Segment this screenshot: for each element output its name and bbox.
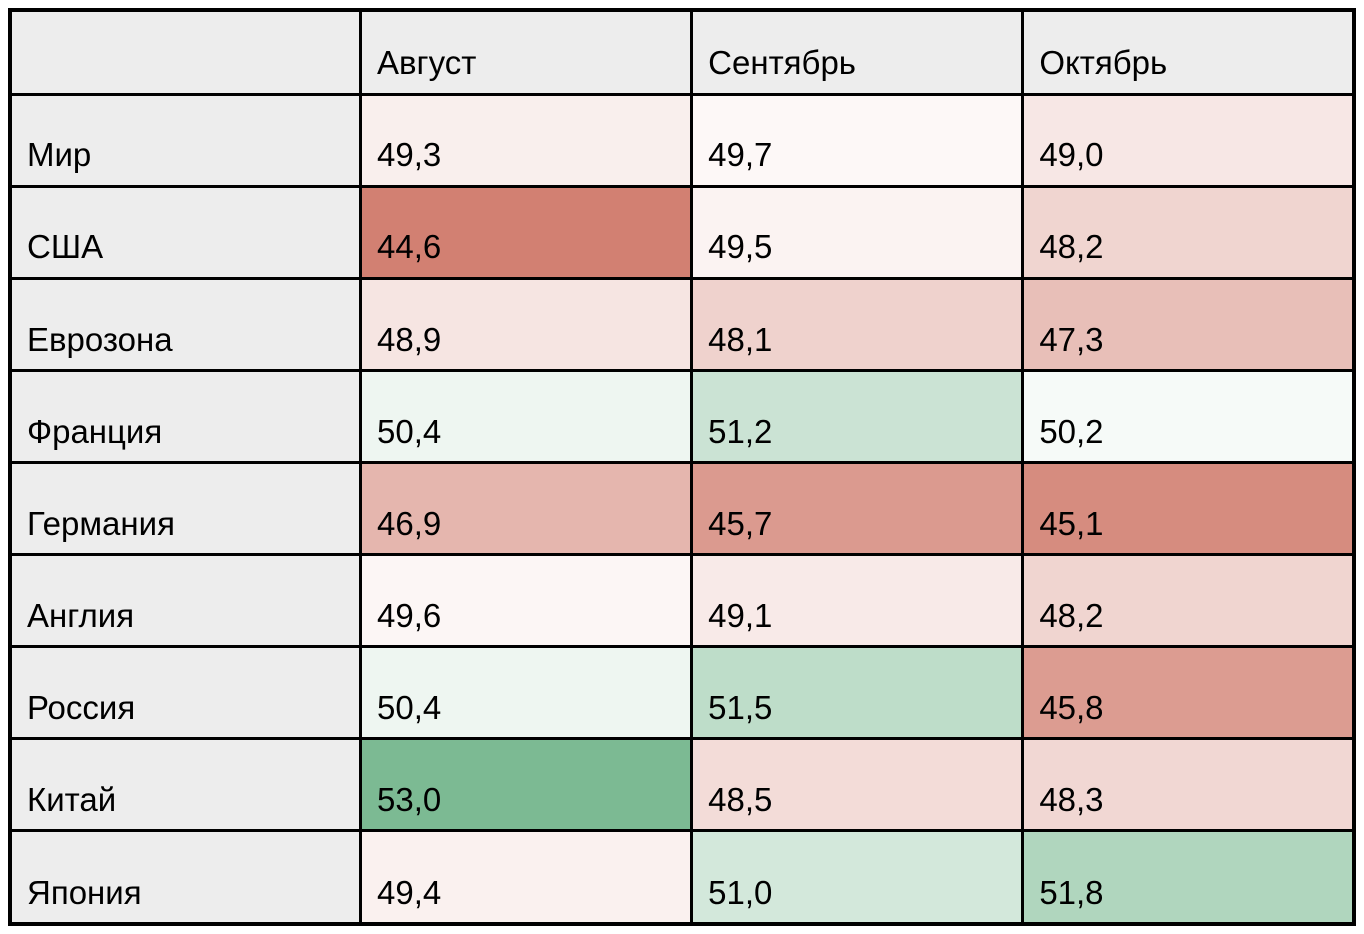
corner-cell [8,8,362,96]
row-label-cell: Россия [8,645,362,741]
row-label-cell: Франция [8,368,362,464]
row-label-cell: Мир [8,92,362,188]
table-row: Англия 49,6 49,1 48,2 [8,553,1356,649]
value-cell: 49,3 [358,92,694,188]
value-cell: 48,2 [1021,184,1356,280]
row-label-cell: Германия [8,460,362,557]
value-cell: 53,0 [358,737,694,833]
value-cell: 51,5 [690,645,1025,741]
value-cell: 50,4 [358,645,694,741]
table-row: Германия 46,9 45,7 45,1 [8,460,1356,557]
value-cell: 49,5 [690,184,1025,280]
table-body: Мир 49,3 49,7 49,0 США 44,6 49,5 48,2 Еврозона 48… [8,92,1356,926]
value-cell: 49,4 [358,829,694,926]
row-label-cell: Англия [8,553,362,649]
value-cell: 51,0 [690,829,1025,926]
table-row: США 44,6 49,5 48,2 [8,184,1356,280]
value-cell: 48,9 [358,276,694,372]
table-row: Франция 50,4 51,2 50,2 [8,368,1356,464]
row-label-cell: США [8,184,362,280]
month-header-cell: Август [358,8,694,96]
month-header-cell: Октябрь [1021,8,1356,96]
value-cell: 49,7 [690,92,1025,188]
row-label-cell: Еврозона [8,276,362,372]
value-cell: 49,0 [1021,92,1356,188]
value-cell: 46,9 [358,460,694,557]
value-cell: 45,1 [1021,460,1356,557]
table-row: Япония 49,4 51,0 51,8 [8,829,1356,926]
header-row: Август Сентябрь Октябрь [8,8,1356,96]
row-label-cell: Япония [8,829,362,926]
value-cell: 48,1 [690,276,1025,372]
month-header-cell: Сентябрь [690,8,1025,96]
table-row: Еврозона 48,9 48,1 47,3 [8,276,1356,372]
value-cell: 48,2 [1021,553,1356,649]
table-row: Россия 50,4 51,5 45,8 [8,645,1356,741]
table-row: Мир 49,3 49,7 49,0 [8,92,1356,188]
value-cell: 49,6 [358,553,694,649]
value-cell: 51,2 [690,368,1025,464]
value-cell: 48,5 [690,737,1025,833]
table-header: Август Сентябрь Октябрь [8,8,1356,96]
value-cell: 50,4 [358,368,694,464]
value-cell: 48,3 [1021,737,1356,833]
value-cell: 45,8 [1021,645,1356,741]
value-cell: 47,3 [1021,276,1356,372]
value-cell: 44,6 [358,184,694,280]
pmi-heatmap-table: Август Сентябрь Октябрь Мир 49,3 49,7 49,0 США… [8,8,1356,926]
value-cell: 45,7 [690,460,1025,557]
value-cell: 51,8 [1021,829,1356,926]
value-cell: 50,2 [1021,368,1356,464]
table-row: Китай 53,0 48,5 48,3 [8,737,1356,833]
row-label-cell: Китай [8,737,362,833]
value-cell: 49,1 [690,553,1025,649]
